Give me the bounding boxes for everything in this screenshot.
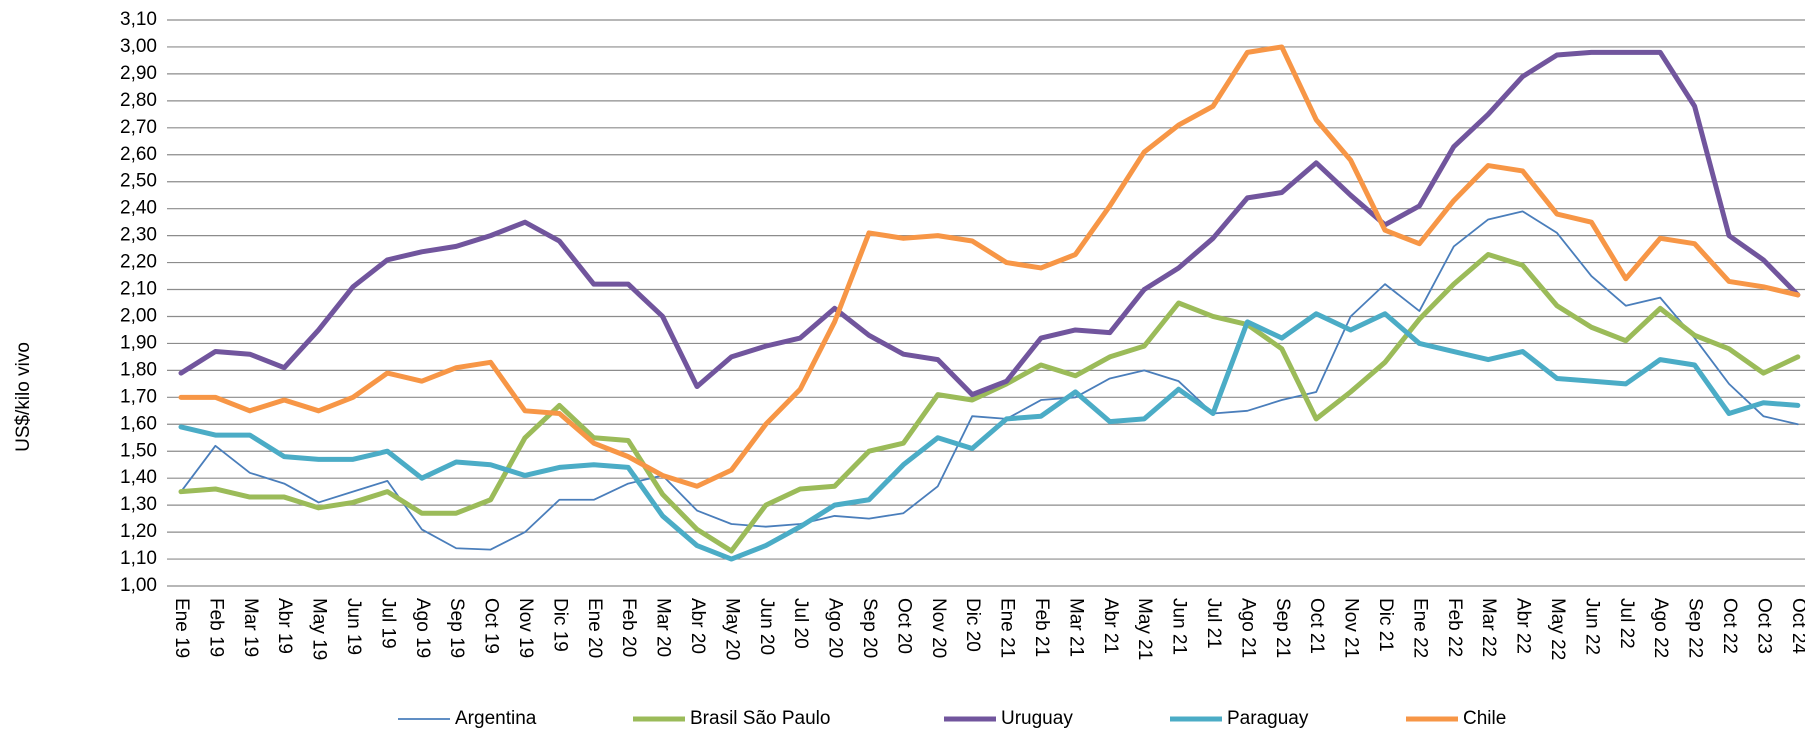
x-tick-label: Sep 19 <box>446 598 467 658</box>
x-tick-label: Oct 20 <box>893 598 914 654</box>
x-tick-label: Ene 22 <box>1409 598 1430 658</box>
series-line <box>178 311 1801 562</box>
y-tick-label: 1,90 <box>120 332 157 353</box>
y-tick-label: 2,70 <box>120 117 157 138</box>
x-tick-label: Feb 19 <box>205 598 226 657</box>
y-tick-label: 2,50 <box>120 171 157 192</box>
y-tick-label: 2,80 <box>120 90 157 111</box>
x-tick-label: Ago 19 <box>412 598 433 658</box>
x-tick-label: Jun 19 <box>343 598 364 655</box>
x-tick-label: Ago 21 <box>1237 598 1258 658</box>
x-tick-label: Jul 20 <box>790 598 811 649</box>
x-tick-label: Abr 22 <box>1513 598 1534 654</box>
x-tick-label: Mar 21 <box>1065 598 1086 657</box>
legend-label: Uruguay <box>1001 708 1073 729</box>
y-tick-label: 3,10 <box>120 9 157 30</box>
x-tick-label: Dic 20 <box>962 598 983 652</box>
y-tick-label: 1,70 <box>120 386 157 407</box>
x-tick-label: Sep 21 <box>1272 598 1293 658</box>
y-tick-label: 2,00 <box>120 305 157 326</box>
x-tick-label: Dic 21 <box>1375 598 1396 652</box>
x-tick-label: Feb 22 <box>1444 598 1465 657</box>
x-tick-label: Ene 20 <box>584 598 605 658</box>
x-tick-label: Mar 19 <box>240 598 261 657</box>
x-tick-label: Feb 21 <box>1031 598 1052 657</box>
x-tick-label: Jul 22 <box>1616 598 1637 649</box>
y-tick-label: 2,40 <box>120 198 157 219</box>
x-tick-label: Mar 22 <box>1478 598 1499 657</box>
legend-label: Argentina <box>455 708 537 729</box>
x-tick-label: Oct 23 <box>1753 598 1774 654</box>
x-tick-label: Ene 21 <box>997 598 1018 658</box>
y-tick-label: 1,20 <box>120 521 157 542</box>
y-tick-label: 1,40 <box>120 467 157 488</box>
y-tick-label: 1,00 <box>120 575 157 596</box>
x-tick-label: Nov 20 <box>928 598 949 658</box>
x-tick-label: Sep 20 <box>859 598 880 658</box>
x-tick-label: Ago 22 <box>1650 598 1671 658</box>
y-tick-label: 1,50 <box>120 440 157 461</box>
x-tick-label: Oct 22 <box>1719 598 1740 654</box>
y-tick-label: 2,10 <box>120 279 157 300</box>
y-tick-label: 1,60 <box>120 413 157 434</box>
x-tick-label: Oct 21 <box>1306 598 1327 654</box>
legend-label: Brasil São Paulo <box>690 708 830 729</box>
y-tick-label: 2,90 <box>120 63 157 84</box>
x-tick-label: Abr 19 <box>274 598 295 654</box>
x-tick-label: Ago 20 <box>825 598 846 658</box>
x-tick-label: May 19 <box>309 598 330 660</box>
y-tick-label: 2,30 <box>120 225 157 246</box>
x-tick-label: Abr 21 <box>1100 598 1121 654</box>
y-tick-label: 1,30 <box>120 494 157 515</box>
x-tick-label: Nov 21 <box>1341 598 1362 658</box>
series-line <box>178 44 1801 489</box>
legend-label: Chile <box>1463 708 1506 729</box>
x-tick-label: Jul 21 <box>1203 598 1224 649</box>
x-tick-label: Jun 21 <box>1169 598 1190 655</box>
x-tick-label: Sep 22 <box>1685 598 1706 658</box>
x-tick-label: Ene 19 <box>171 598 192 658</box>
x-tick-label: Oct 24 <box>1788 598 1805 654</box>
legend-label: Paraguay <box>1227 708 1309 729</box>
x-tick-label: Abr 20 <box>687 598 708 654</box>
y-tick-label: 1,10 <box>120 548 157 569</box>
y-tick-label: 3,00 <box>120 36 157 57</box>
series-line <box>178 49 1801 398</box>
x-tick-label: Nov 19 <box>515 598 536 658</box>
y-tick-label: 2,20 <box>120 252 157 273</box>
y-tick-label: 2,60 <box>120 144 157 165</box>
x-tick-label: May 21 <box>1134 598 1155 660</box>
x-tick-label: May 22 <box>1547 598 1568 660</box>
x-tick-label: Oct 19 <box>481 598 502 654</box>
x-tick-label: Mar 20 <box>653 598 674 657</box>
y-axis-title: US$/kilo vivo <box>13 342 34 452</box>
x-tick-label: Jun 20 <box>756 598 777 655</box>
y-tick-label: 1,80 <box>120 359 157 380</box>
x-tick-label: Dic 19 <box>549 598 570 652</box>
x-tick-label: Jun 22 <box>1581 598 1602 655</box>
x-tick-label: Feb 20 <box>618 598 639 657</box>
series-line <box>178 251 1801 554</box>
series-line <box>180 210 1799 551</box>
x-tick-label: May 20 <box>721 598 742 660</box>
x-tick-label: Jul 19 <box>377 598 398 649</box>
